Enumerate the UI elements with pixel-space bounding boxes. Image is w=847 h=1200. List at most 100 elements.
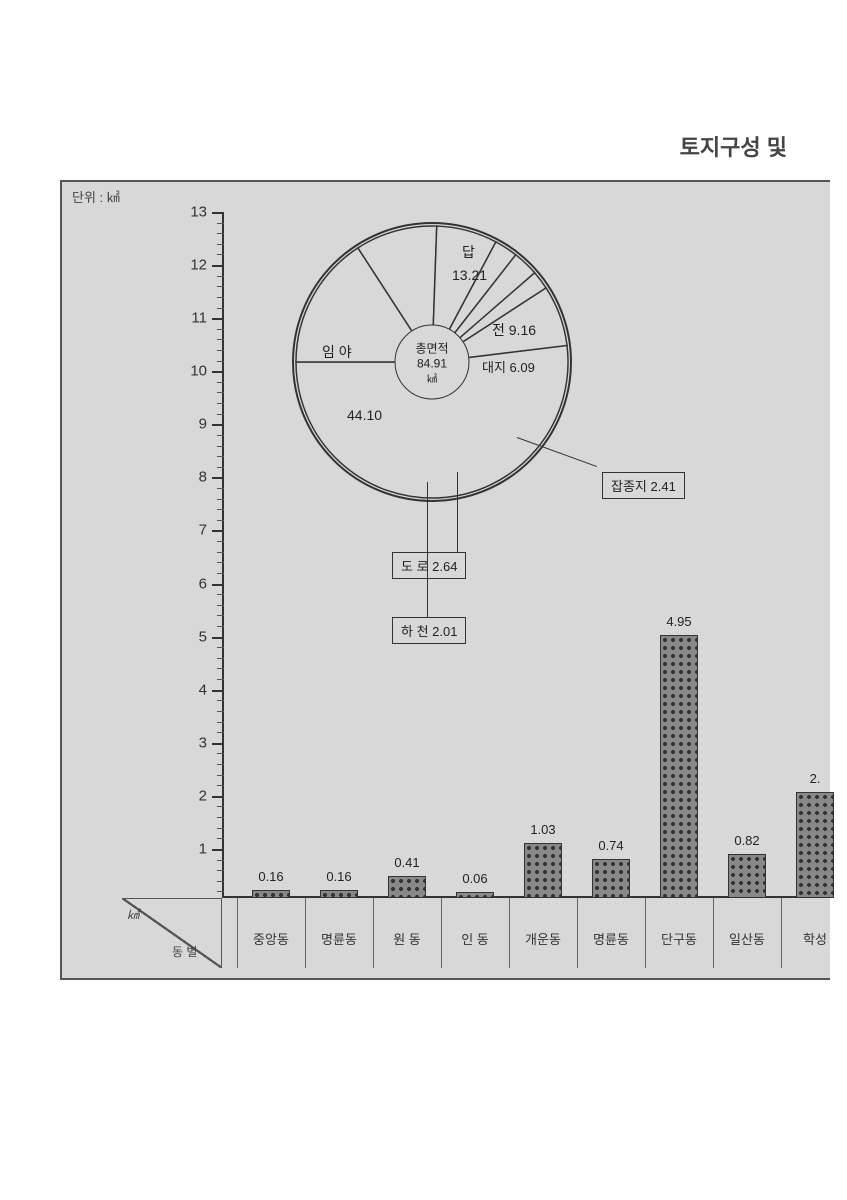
y-axis-label: 5 [172, 628, 207, 645]
corner-unit: ㎢ [127, 906, 139, 923]
x-category-label: 명륜동 [593, 929, 629, 948]
bar [252, 890, 290, 898]
bar-value-label: 1.03 [530, 822, 555, 837]
y-tick-minor [217, 785, 224, 786]
y-tick-minor [217, 881, 224, 882]
y-tick-minor [217, 700, 224, 701]
y-tick-minor [217, 361, 224, 362]
y-tick [212, 371, 224, 373]
y-tick-minor [217, 764, 224, 765]
y-tick [212, 796, 224, 798]
y-tick-minor [217, 838, 224, 839]
pie-label-dap-name: 답 [462, 242, 475, 262]
y-tick-minor [217, 860, 224, 861]
y-tick-minor [217, 658, 224, 659]
x-category-label: 단구동 [661, 929, 697, 948]
y-tick-minor [217, 732, 224, 733]
y-tick-minor [217, 233, 224, 234]
page-title: 토지구성 및 [680, 130, 787, 162]
y-tick-minor [217, 520, 224, 521]
y-axis-label: 9 [172, 416, 207, 433]
x-category-divider [577, 898, 578, 968]
x-category-label: 원 동 [393, 929, 421, 948]
unit-label: 단위 : ㎢ [72, 187, 120, 206]
y-axis-label: 3 [172, 734, 207, 751]
y-tick-minor [217, 722, 224, 723]
callout-road: 도 로 2.64 [392, 552, 466, 579]
y-tick-minor [217, 223, 224, 224]
y-axis-label: 2 [172, 787, 207, 804]
y-tick-minor [217, 605, 224, 606]
y-tick-minor [217, 891, 224, 892]
y-tick [212, 637, 224, 639]
bar-value-label: 0.16 [326, 869, 351, 884]
x-category-divider [305, 898, 306, 968]
y-tick [212, 690, 224, 692]
callout-river: 하 천 2.01 [392, 617, 466, 644]
pie-center-value: 84.91 [417, 356, 447, 370]
x-category-label: 중앙동 [253, 929, 289, 948]
y-tick-minor [217, 509, 224, 510]
chart-frame: 단위 : ㎢ 12345678910111213 0.160.160.410.0… [60, 180, 830, 980]
corner-category-header: 동 별 [172, 943, 197, 960]
bar-value-label: 2. [810, 771, 821, 786]
y-axis-label: 13 [172, 204, 207, 221]
bar [320, 890, 358, 898]
y-axis-label: 11 [172, 310, 207, 327]
bar-value-label: 0.41 [394, 855, 419, 870]
y-tick-minor [217, 456, 224, 457]
y-tick-minor [217, 594, 224, 595]
x-category-divider [781, 898, 782, 968]
y-tick-minor [217, 276, 224, 277]
x-category-divider [713, 898, 714, 968]
y-axis-label: 1 [172, 840, 207, 857]
bar-value-label: 0.74 [598, 838, 623, 853]
y-tick-minor [217, 615, 224, 616]
pie-center-unit: ㎢ [427, 370, 437, 385]
y-tick-minor [217, 339, 224, 340]
x-category-divider [373, 898, 374, 968]
x-category-label: 명륜동 [321, 929, 357, 948]
y-tick-minor [217, 711, 224, 712]
y-tick-minor [217, 403, 224, 404]
pie-label-imya-name: 임 야 [322, 342, 352, 362]
y-tick-minor [217, 254, 224, 255]
bar-value-label: 0.06 [462, 871, 487, 886]
y-axis-label: 6 [172, 575, 207, 592]
y-axis-label: 4 [172, 681, 207, 698]
y-tick-minor [217, 467, 224, 468]
y-tick-minor [217, 499, 224, 500]
y-axis-label: 7 [172, 522, 207, 539]
pie-label-jeon: 전 9.16 [492, 320, 536, 340]
y-tick-minor [217, 488, 224, 489]
y-tick [212, 743, 224, 745]
y-tick [212, 318, 224, 320]
x-category-divider [509, 898, 510, 968]
bar [796, 792, 834, 898]
y-tick-minor [217, 668, 224, 669]
pie-chart: 총면적 84.91 ㎢ 임 야 44.10 답 13.21 전 9.16 대지 … [292, 222, 572, 502]
y-tick [212, 849, 224, 851]
bar [660, 635, 698, 898]
y-axis-label: 12 [172, 257, 207, 274]
y-tick-minor [217, 870, 224, 871]
y-tick [212, 265, 224, 267]
y-tick-minor [217, 414, 224, 415]
y-tick [212, 530, 224, 532]
y-tick-minor [217, 382, 224, 383]
x-category-divider [237, 898, 238, 968]
y-tick-minor [217, 552, 224, 553]
y-tick-minor [217, 626, 224, 627]
y-tick-minor [217, 828, 224, 829]
pie-label-imya-val: 44.10 [347, 407, 382, 423]
y-tick [212, 424, 224, 426]
x-category-label: 일산동 [729, 929, 765, 948]
x-category-divider [645, 898, 646, 968]
bar [456, 892, 494, 898]
bar [388, 876, 426, 898]
callout-misc: 잡종지 2.41 [602, 472, 685, 499]
bar-value-label: 0.82 [734, 833, 759, 848]
pie-center: 총면적 84.91 ㎢ [395, 325, 470, 400]
y-tick-minor [217, 775, 224, 776]
y-tick-minor [217, 573, 224, 574]
